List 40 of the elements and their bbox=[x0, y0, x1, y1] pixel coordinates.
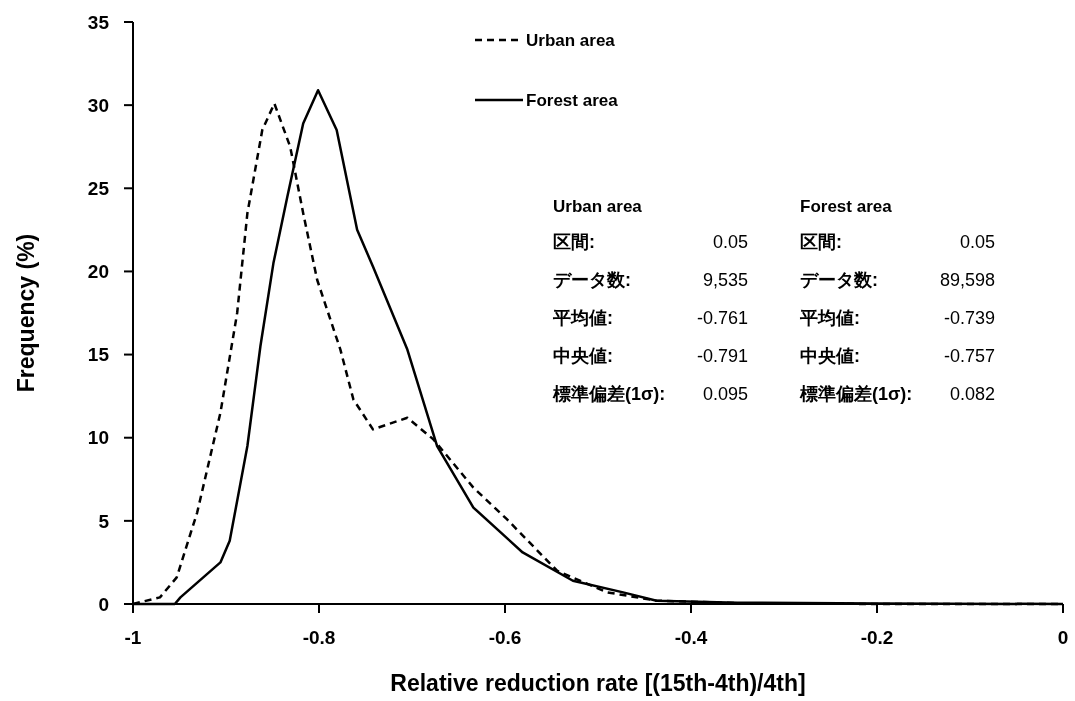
annotation: 0.05 bbox=[959, 232, 995, 252]
x-tick-label: -0.6 bbox=[488, 627, 522, 648]
annotation: 0.082 bbox=[949, 384, 995, 404]
y-tick-label: 5 bbox=[98, 510, 110, 532]
x-tick-label: -0.2 bbox=[860, 627, 894, 648]
x-axis-title: Relative reduction rate [(15th-4th)/4th] bbox=[390, 670, 806, 696]
y-tick-label: 25 bbox=[87, 177, 110, 199]
annotation: Urban area bbox=[553, 197, 643, 216]
y-tick-label: 0 bbox=[98, 593, 109, 615]
annotation: -0.761 bbox=[696, 308, 748, 328]
annotation: 9,535 bbox=[702, 270, 748, 290]
annotation: データ数: bbox=[553, 270, 631, 290]
annotation: 平均値: bbox=[799, 308, 860, 328]
x-tick-label: -0.4 bbox=[674, 627, 708, 648]
annotation: 0.05 bbox=[712, 232, 748, 252]
legend-label: Forest area bbox=[526, 90, 619, 110]
annotation: 中央値: bbox=[553, 346, 613, 366]
annotation: -0.791 bbox=[696, 346, 748, 366]
y-axis-title: Frequency (%) bbox=[13, 233, 39, 393]
y-tick-label: 15 bbox=[87, 344, 110, 366]
annotation: 区間: bbox=[800, 232, 842, 252]
x-tick-label: -1 bbox=[124, 627, 142, 648]
y-tick-label: 35 bbox=[87, 11, 110, 33]
annotation: データ数: bbox=[800, 270, 878, 290]
annotation: 89,598 bbox=[939, 270, 995, 290]
annotation: Forest area bbox=[800, 197, 893, 216]
annotation: -0.757 bbox=[943, 346, 995, 366]
annotation: 標準偏差(1σ): bbox=[552, 384, 666, 404]
x-tick-label: -0.8 bbox=[302, 627, 336, 648]
annotation: -0.739 bbox=[943, 308, 995, 328]
annotation: 区間: bbox=[553, 232, 595, 252]
legend-label: Urban area bbox=[526, 30, 616, 50]
y-tick-label: 30 bbox=[87, 94, 109, 116]
annotation: 0.095 bbox=[702, 384, 748, 404]
y-tick-label: 10 bbox=[87, 427, 109, 449]
annotation: 中央値: bbox=[800, 346, 860, 366]
y-tick-label: 20 bbox=[87, 261, 109, 283]
annotation: 平均値: bbox=[552, 308, 613, 328]
x-tick-label: 0 bbox=[1057, 627, 1069, 648]
annotation: 標準偏差(1σ): bbox=[799, 384, 913, 404]
